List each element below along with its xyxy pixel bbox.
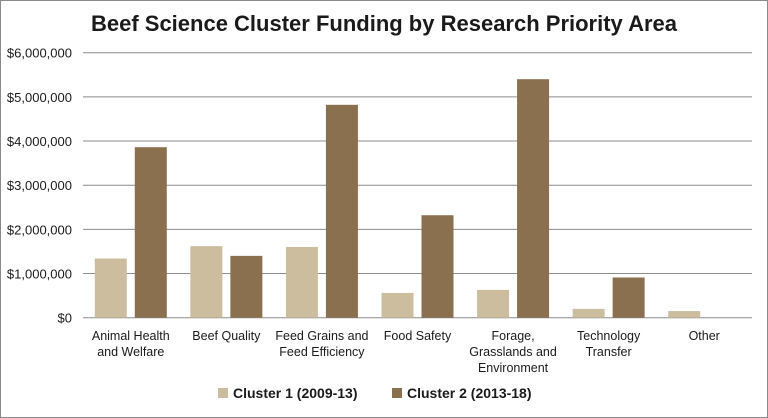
x-tick-label-line: and Welfare xyxy=(97,345,164,359)
x-tick-label-line: Transfer xyxy=(586,345,632,359)
legend: Cluster 1 (2009-13) Cluster 2 (2013-18) xyxy=(218,385,532,401)
bar-1 xyxy=(477,289,510,318)
bar-2 xyxy=(134,147,167,318)
x-tick-label-line: Forage, xyxy=(492,329,535,343)
y-tick-label: $5,000,000 xyxy=(7,90,72,105)
x-tick-label-line: Other xyxy=(689,329,720,343)
bar-1 xyxy=(572,308,605,318)
y-tick-label: $3,000,000 xyxy=(7,178,72,193)
x-tick-label: Forage, Grasslands and Environment xyxy=(469,329,557,375)
y-tick-label: $2,000,000 xyxy=(7,222,72,237)
x-tick-label-line: Technology xyxy=(577,329,641,343)
x-tick-label-line: Beef Quality xyxy=(192,329,261,343)
bar-1 xyxy=(381,292,414,318)
bar-2 xyxy=(325,104,358,318)
bar-2 xyxy=(517,79,550,318)
legend-swatch xyxy=(218,388,228,398)
y-tick-label: $1,000,000 xyxy=(7,267,72,282)
bar-1 xyxy=(668,311,701,318)
y-tick-label: $0 xyxy=(58,311,72,326)
bar-2 xyxy=(230,255,263,318)
bar-2 xyxy=(612,277,645,318)
x-tick-label-line: Food Safety xyxy=(384,329,452,343)
x-tick-label: Beef Quality xyxy=(192,329,261,343)
legend-swatch xyxy=(392,388,402,398)
x-tick-label-line: Feed Grains and xyxy=(275,329,368,343)
x-tick-label-line: Animal Health xyxy=(92,329,170,343)
x-tick-label: Animal Health and Welfare xyxy=(92,329,170,359)
x-tick-label: Technology Transfer xyxy=(577,329,641,359)
x-tick-label: Food Safety xyxy=(384,329,452,343)
legend-label: Cluster 2 (2013-18) xyxy=(407,385,532,401)
bar-1 xyxy=(285,247,318,318)
x-tick-label-line: Environment xyxy=(478,361,549,375)
bar-1 xyxy=(190,246,223,318)
chart-title: Beef Science Cluster Funding by Research… xyxy=(91,11,678,36)
bar-1 xyxy=(94,258,127,318)
x-tick-label: Other xyxy=(689,329,720,343)
legend-label: Cluster 1 (2009-13) xyxy=(233,385,358,401)
y-tick-label: $6,000,000 xyxy=(7,46,72,61)
x-tick-label: Feed Grains and Feed Efficiency xyxy=(275,329,368,359)
bar-2 xyxy=(421,215,454,318)
x-tick-label-line: Feed Efficiency xyxy=(279,345,365,359)
y-tick-label: $4,000,000 xyxy=(7,134,72,149)
x-tick-label-line: Grasslands and xyxy=(469,345,557,359)
